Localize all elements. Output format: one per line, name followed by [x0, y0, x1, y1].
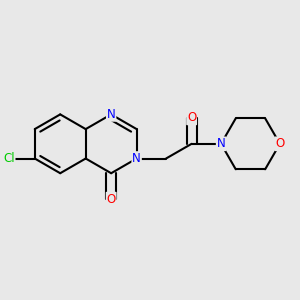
- Text: N: N: [107, 108, 116, 121]
- Text: N: N: [217, 137, 225, 150]
- Text: O: O: [275, 137, 284, 150]
- Text: N: N: [132, 152, 141, 165]
- Text: O: O: [106, 193, 116, 206]
- Text: O: O: [187, 111, 196, 124]
- Text: Cl: Cl: [3, 152, 15, 165]
